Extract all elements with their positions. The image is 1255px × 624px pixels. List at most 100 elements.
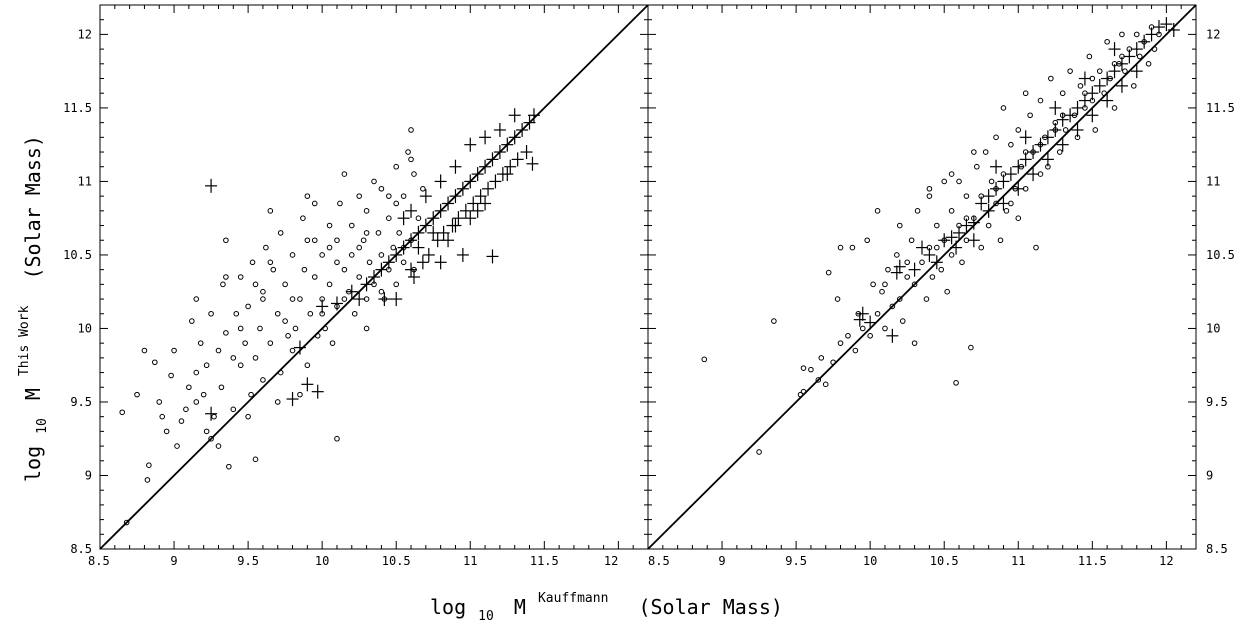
data-point-cross <box>1160 17 1173 32</box>
data-point-cross <box>442 196 455 211</box>
data-point-circle <box>163 428 170 435</box>
left-x-tick-label: 11.5 <box>530 554 559 568</box>
data-point-circle <box>896 222 903 229</box>
right-x-tick-label: 10 <box>863 554 877 568</box>
data-point-cross <box>1004 167 1017 182</box>
data-point-circle <box>1015 127 1022 133</box>
data-point-circle <box>274 310 281 317</box>
data-point-circle <box>837 244 844 251</box>
data-point-cross <box>390 247 403 262</box>
data-point-circle <box>260 296 266 302</box>
data-point-circle <box>904 259 910 266</box>
data-point-circle <box>375 230 382 236</box>
data-point-circle <box>341 266 348 273</box>
data-point-cross <box>1041 130 1054 145</box>
data-point-cross <box>893 259 906 274</box>
data-point-circle <box>934 222 940 229</box>
data-point-circle <box>1003 208 1010 214</box>
data-point-circle <box>334 435 340 442</box>
data-point-cross <box>345 284 358 299</box>
data-point-cross <box>523 115 536 130</box>
data-point-circle <box>208 435 214 442</box>
right-x-tick-label: 8.5 <box>648 554 670 568</box>
data-point-cross <box>311 384 324 399</box>
data-point-circle <box>849 244 856 251</box>
data-point-cross <box>1115 78 1128 93</box>
data-point-circle <box>993 134 999 141</box>
data-point-circle <box>1077 83 1084 89</box>
data-point-circle <box>193 369 200 376</box>
left-y-tick-label: 12 <box>78 27 92 41</box>
data-point-circle <box>297 391 303 398</box>
data-point-circle <box>845 333 851 339</box>
data-point-circle <box>919 259 925 266</box>
data-point-cross <box>437 225 450 240</box>
data-point-circle <box>1067 68 1073 74</box>
data-point-circle <box>245 413 251 420</box>
data-point-cross <box>916 240 928 255</box>
data-point-circle <box>390 244 397 251</box>
data-point-circle <box>249 259 256 266</box>
data-point-cross <box>368 270 380 284</box>
data-point-cross <box>449 159 462 174</box>
data-point-cross <box>1078 93 1091 108</box>
data-point-cross <box>526 156 539 171</box>
data-point-circle <box>211 413 217 420</box>
data-point-circle <box>237 274 244 280</box>
data-point-cross <box>853 312 866 327</box>
data-point-cross <box>301 377 314 392</box>
data-point-circle <box>1101 90 1107 97</box>
data-point-cross <box>449 218 462 233</box>
data-point-circle <box>1059 90 1066 97</box>
data-point-circle <box>159 413 166 420</box>
data-point-cross <box>950 240 963 255</box>
data-point-cross <box>520 145 533 160</box>
data-point-circle <box>899 318 906 324</box>
data-point-cross <box>456 247 469 262</box>
right-x-tick-label: 9 <box>718 554 725 568</box>
right-x-tick-label: 12 <box>1159 554 1173 568</box>
data-point-cross <box>1071 100 1084 115</box>
right-identity-line <box>647 4 1197 550</box>
data-point-cross <box>416 255 429 270</box>
data-point-circle <box>870 281 876 288</box>
data-point-cross <box>419 189 432 204</box>
data-point-circle <box>356 193 362 199</box>
data-point-circle <box>800 388 807 395</box>
data-point-cross <box>479 196 492 211</box>
data-point-circle <box>252 355 259 361</box>
data-point-circle <box>289 296 296 302</box>
data-point-circle <box>230 355 237 361</box>
left-y-tick-label: 9 <box>85 468 92 482</box>
data-point-circle <box>864 237 871 244</box>
data-point-cross <box>378 292 391 307</box>
data-point-circle <box>393 200 400 207</box>
data-point-circle <box>363 208 370 214</box>
right-x-tick-label: 10.5 <box>930 554 959 568</box>
left-y-tick-label: 10 <box>78 321 92 335</box>
data-point-circle <box>378 185 385 192</box>
right-panel: 8.5 9 9.5 10 10.5 11 11.5 12 8.5 9 9.5 10 10.5 11 11.5… <box>647 4 1235 568</box>
data-point-circle <box>277 230 284 236</box>
data-point-circle <box>119 409 126 416</box>
data-point-circle <box>152 359 158 366</box>
left-x-tick-label: 12 <box>604 554 618 568</box>
right-y-tick-label: 11 <box>1206 174 1220 188</box>
x-axis-units: (Solar Mass) <box>638 595 783 619</box>
data-point-circle <box>808 366 814 373</box>
left-x-tick-label: 9.5 <box>237 554 259 568</box>
data-point-cross <box>434 255 447 270</box>
data-point-cross <box>482 181 495 196</box>
data-point-circle <box>929 274 936 280</box>
data-point-circle <box>914 208 921 214</box>
left-panel: 8.5 9 9.5 10 10.5 11 11.5 12 8.5 9 9.5 10 10.5 11 11.5… <box>63 4 649 568</box>
data-point-circle <box>408 127 414 133</box>
data-point-circle <box>174 443 180 449</box>
data-point-circle <box>301 266 308 273</box>
data-point-cross <box>390 292 403 307</box>
data-point-circle <box>223 330 229 336</box>
data-point-cross <box>1012 159 1025 174</box>
data-point-cross <box>997 196 1010 211</box>
data-point-circle <box>326 222 333 229</box>
data-point-cross <box>493 145 506 160</box>
